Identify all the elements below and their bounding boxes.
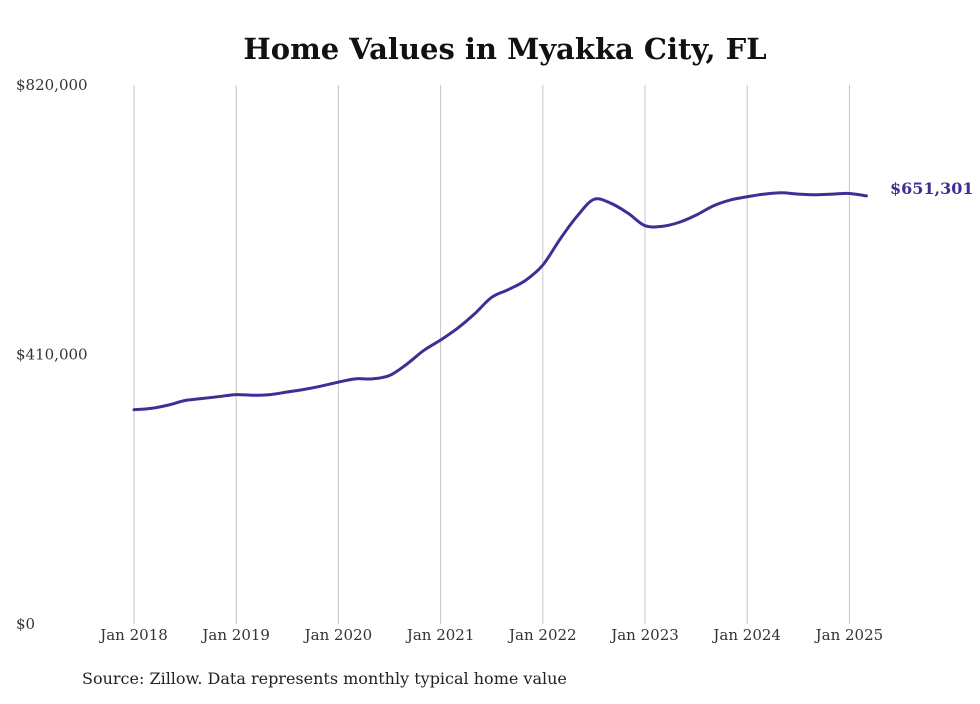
x-tick-label: Jan 2020 — [303, 626, 373, 644]
y-tick-label: $0 — [16, 615, 35, 633]
series-line-0 — [132, 191, 868, 412]
x-axis-ticks: Jan 2018 Jan 2019 Jan 2020 Jan 2021 Jan 2022… — [98, 626, 883, 644]
series-layer — [132, 191, 868, 412]
y-tick-label: $410,000 — [16, 346, 88, 364]
x-tick-label: Jan 2023 — [609, 626, 679, 644]
x-tick-label: Jan 2021 — [405, 626, 475, 644]
x-tick-label: Jan 2018 — [98, 626, 168, 644]
end-value-label: $651,301 — [890, 179, 974, 198]
x-tick-label: Jan 2024 — [711, 626, 781, 644]
chart-title: Home Values in Myakka City, FL — [243, 32, 766, 66]
x-tick-label: Jan 2019 — [200, 626, 270, 644]
gridlines — [133, 85, 850, 624]
y-tick-label: $820,000 — [16, 76, 88, 94]
x-tick-label: Jan 2022 — [507, 626, 577, 644]
y-axis-ticks: $0 $410,000 $820,000 — [16, 76, 88, 633]
x-tick-label: Jan 2025 — [814, 626, 884, 644]
source-note: Source: Zillow. Data represents monthly … — [82, 669, 567, 688]
